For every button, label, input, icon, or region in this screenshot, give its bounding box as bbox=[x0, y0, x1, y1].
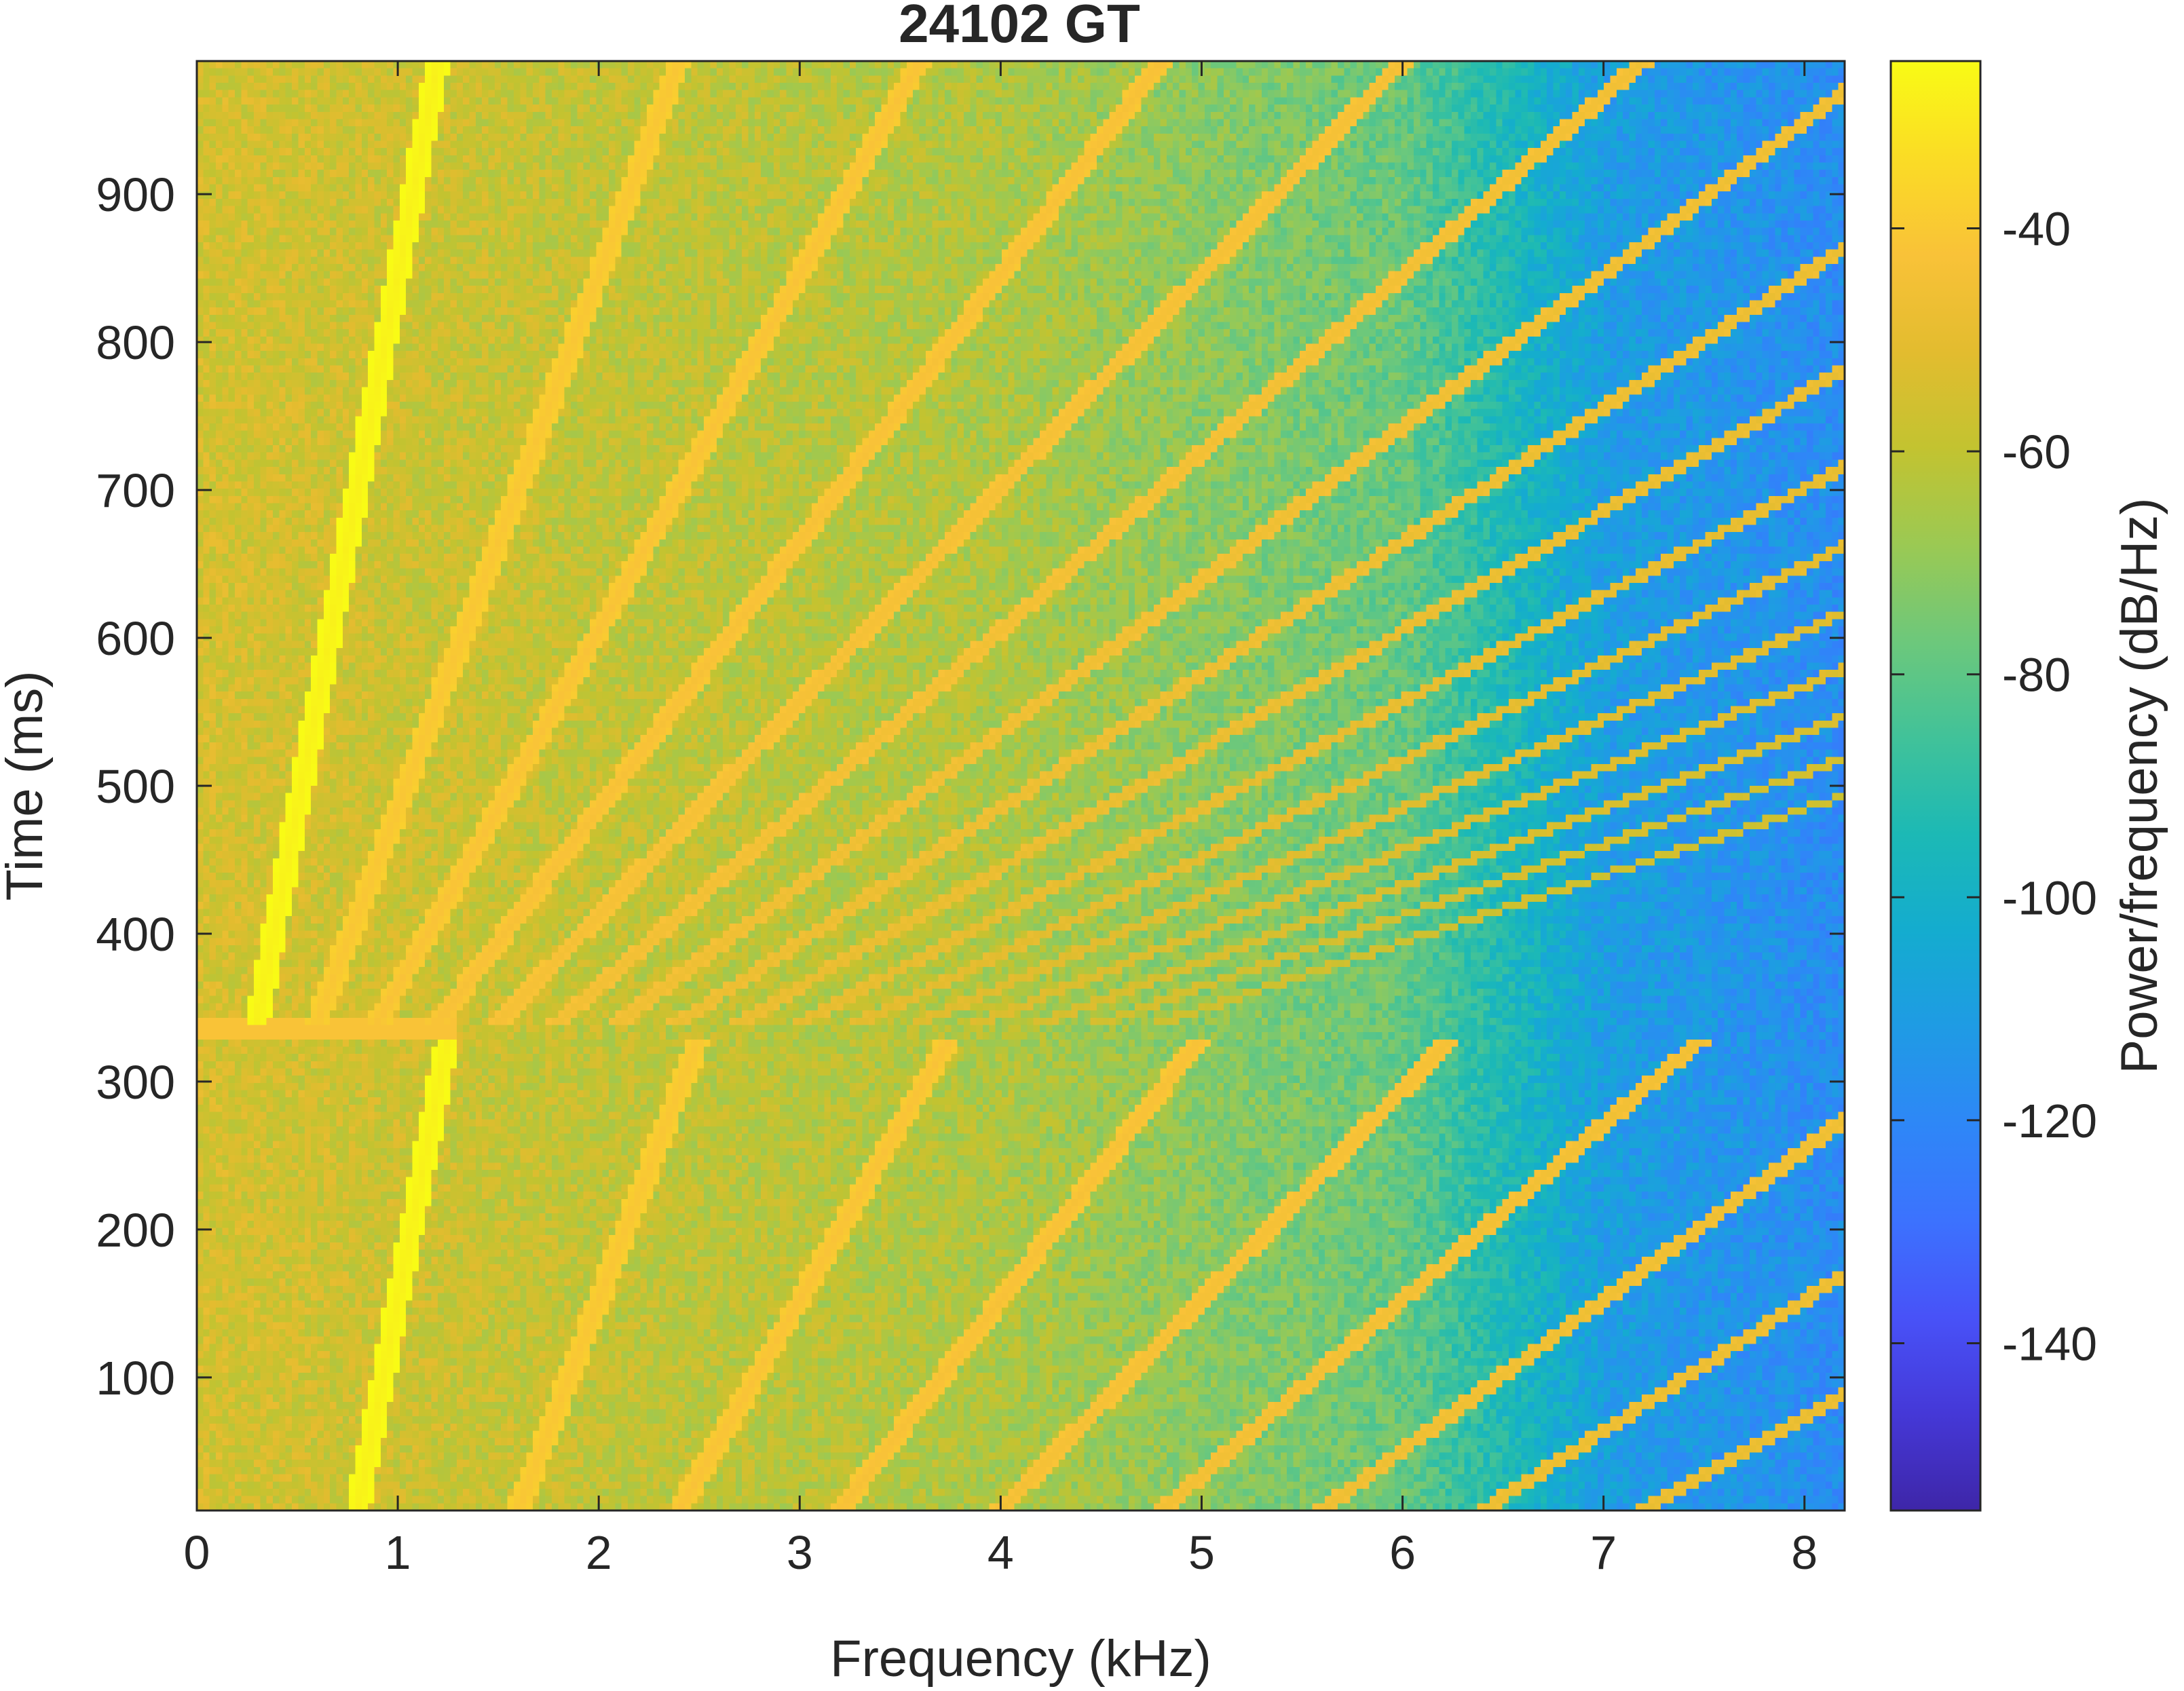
colorbar-gradient bbox=[1891, 61, 1980, 1510]
chart-title: 24102 GT bbox=[899, 0, 1140, 54]
colorbar-tick-label: -100 bbox=[2002, 871, 2097, 924]
x-tick-label: 8 bbox=[1791, 1526, 1818, 1579]
y-axis-ticks: 100 200 300 400 500 600 700 800 900 bbox=[96, 168, 1845, 1405]
y-tick-label: 800 bbox=[96, 316, 175, 369]
y-tick-label: 600 bbox=[96, 612, 175, 665]
x-tick-label: 6 bbox=[1389, 1526, 1416, 1579]
y-tick-label: 700 bbox=[96, 464, 175, 517]
y-axis-label: Time (ms) bbox=[0, 670, 54, 900]
x-axis-ticks: 0 1 2 3 4 5 6 7 8 bbox=[184, 61, 1818, 1579]
x-tick-label: 2 bbox=[586, 1526, 612, 1579]
y-tick-label: 100 bbox=[96, 1352, 175, 1405]
colorbar-ticks: -40 -60 -80 -100 -120 -140 bbox=[1891, 202, 2097, 1371]
x-tick-label: 3 bbox=[787, 1526, 813, 1579]
y-tick-label: 300 bbox=[96, 1056, 175, 1109]
colorbar-tick-label: -140 bbox=[2002, 1318, 2097, 1371]
x-tick-label: 4 bbox=[987, 1526, 1014, 1579]
colorbar-tick-label: -120 bbox=[2002, 1095, 2097, 1147]
colorbar: -40 -60 -80 -100 -120 -140 Power/frequency (d… bbox=[1889, 60, 2168, 1512]
colorbar-tick-label: -60 bbox=[2002, 425, 2071, 478]
y-tick-label: 500 bbox=[96, 760, 175, 813]
x-tick-label: 5 bbox=[1188, 1526, 1215, 1579]
colorbar-label: Power/frequency (dB/Hz) bbox=[2111, 498, 2168, 1074]
x-axis-label: Frequency (kHz) bbox=[830, 1630, 1211, 1688]
colorbar-tick-label: -40 bbox=[2002, 202, 2071, 255]
y-tick-label: 400 bbox=[96, 908, 175, 961]
x-tick-label: 7 bbox=[1590, 1526, 1617, 1579]
colorbar-tick-label: -80 bbox=[2002, 649, 2071, 702]
x-tick-label: 1 bbox=[385, 1526, 411, 1579]
plot-area bbox=[197, 61, 1845, 1510]
x-tick-label: 0 bbox=[184, 1526, 210, 1579]
y-tick-label: 900 bbox=[96, 168, 175, 221]
spectrogram-heatmap bbox=[197, 61, 1845, 1510]
colorbar-frame bbox=[1889, 60, 1982, 1512]
y-tick-label: 200 bbox=[96, 1204, 175, 1257]
